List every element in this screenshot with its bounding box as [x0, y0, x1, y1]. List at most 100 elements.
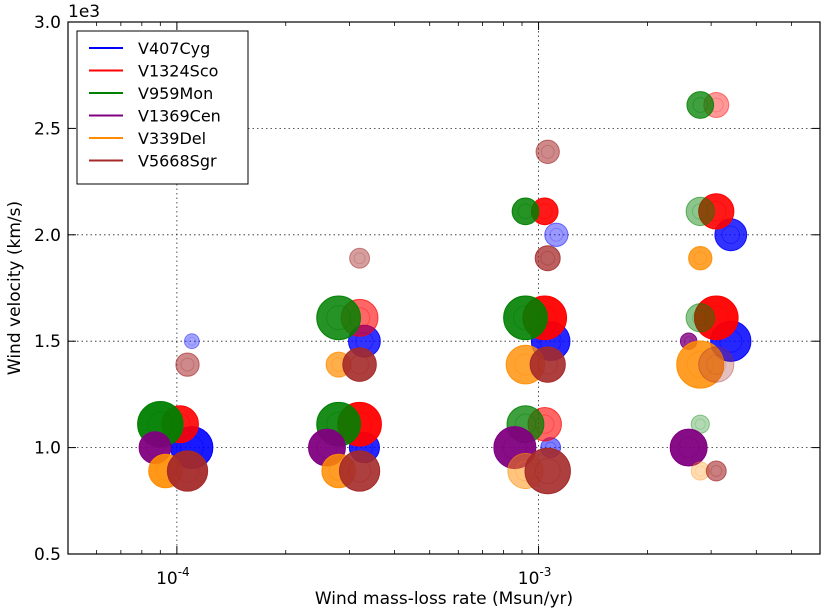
point-inner-ring [686, 351, 714, 379]
point-inner-ring [175, 459, 200, 483]
data-point [503, 295, 548, 341]
data-point [688, 246, 713, 271]
y-tick-label: 2.5 [34, 119, 61, 139]
data-point [693, 295, 739, 341]
data-point [686, 91, 715, 119]
x-tick-base: 10 [156, 569, 178, 589]
point-marker [669, 428, 708, 467]
y-tick-label: 3.0 [34, 13, 61, 33]
point-inner-ring [703, 305, 729, 331]
y-tick-label: 2.0 [34, 226, 61, 246]
legend-label: V959Mon [138, 84, 213, 103]
point-inner-ring [706, 354, 727, 375]
point-inner-ring [540, 144, 555, 159]
data-point [669, 428, 708, 467]
y-axis-label: Wind velocity (km/s) [5, 201, 25, 375]
data-point [175, 352, 200, 377]
x-tick-exponent: -3 [539, 565, 551, 579]
point-marker [529, 346, 566, 383]
point-marker [705, 460, 727, 482]
point-inner-ring [692, 97, 709, 113]
point-marker [342, 347, 377, 382]
x-tick-label: 10-4 [156, 565, 190, 589]
point-inner-ring [693, 251, 708, 266]
data-point [544, 222, 569, 247]
data-point [529, 346, 566, 383]
point-inner-ring [710, 465, 723, 477]
legend-label: V1324Sco [138, 62, 218, 81]
point-marker [349, 247, 371, 269]
point-inner-ring [706, 201, 727, 222]
legend: V407Cyg V1324Sco V959Mon V1369Cen V339Del V56… [76, 30, 249, 185]
point-inner-ring [517, 203, 534, 220]
x-tick-label: 10-3 [518, 565, 552, 589]
point-marker [183, 333, 200, 350]
legend-label: V407Cyg [138, 39, 210, 58]
data-point [698, 193, 735, 230]
point-marker [693, 295, 739, 341]
point-inner-ring [691, 309, 709, 327]
data-point [685, 303, 715, 333]
y-tick-label: 0.5 [34, 545, 61, 565]
point-marker [685, 303, 715, 333]
point-marker [688, 246, 713, 271]
data-point [183, 333, 200, 350]
data-point [690, 461, 710, 481]
point-marker [685, 196, 715, 227]
point-marker [686, 91, 715, 119]
point-marker [534, 245, 561, 272]
point-inner-ring [316, 436, 338, 459]
y-offset-label: 1e3 [68, 2, 100, 22]
x-tick-base: 10 [518, 569, 540, 589]
point-marker [544, 222, 569, 247]
legend-box [76, 30, 249, 185]
point-inner-ring [694, 465, 706, 477]
plot-frame [67, 21, 821, 555]
point-inner-ring [691, 203, 709, 220]
data-point [685, 196, 715, 227]
x-axis-label: Wind mass-loss rate (Msun/yr) [315, 589, 573, 609]
data-point [166, 450, 209, 492]
data-point [511, 197, 540, 226]
point-inner-ring [694, 418, 706, 430]
point-inner-ring [677, 436, 700, 459]
data-point [705, 460, 727, 482]
point-marker [175, 352, 200, 377]
data-point [316, 295, 361, 341]
point-inner-ring [512, 305, 538, 331]
data-point [349, 247, 371, 269]
point-marker [698, 346, 735, 383]
point-inner-ring [721, 225, 741, 245]
point-marker [535, 139, 560, 164]
data-point [338, 450, 381, 492]
point-marker [316, 295, 361, 341]
data-point [524, 447, 571, 495]
point-marker [524, 447, 571, 495]
point-marker [503, 295, 548, 341]
point-inner-ring [534, 458, 561, 484]
y-tick-label: 1.0 [34, 439, 61, 459]
point-marker [676, 340, 725, 389]
point-inner-ring [537, 354, 558, 375]
data-point [535, 139, 560, 164]
point-inner-ring [540, 250, 556, 266]
point-inner-ring [549, 227, 564, 242]
legend-label: V5668Sgr [138, 152, 217, 171]
y-tick-label: 1.5 [34, 332, 61, 352]
point-marker [338, 450, 381, 492]
axis-ticks: 0.51.01.52.02.53.010-4 10-3 [34, 13, 821, 589]
point-inner-ring [349, 354, 370, 375]
data-point [698, 346, 735, 383]
point-marker [166, 450, 209, 492]
point-inner-ring [180, 357, 195, 372]
x-tick-exponent: -4 [178, 565, 190, 579]
data-point [676, 340, 725, 389]
legend-label: V339Del [138, 129, 206, 148]
point-inner-ring [353, 252, 366, 265]
point-marker [511, 197, 540, 226]
data-point [342, 347, 377, 382]
point-inner-ring [347, 459, 372, 483]
point-inner-ring [145, 438, 165, 457]
data-point [534, 245, 561, 272]
